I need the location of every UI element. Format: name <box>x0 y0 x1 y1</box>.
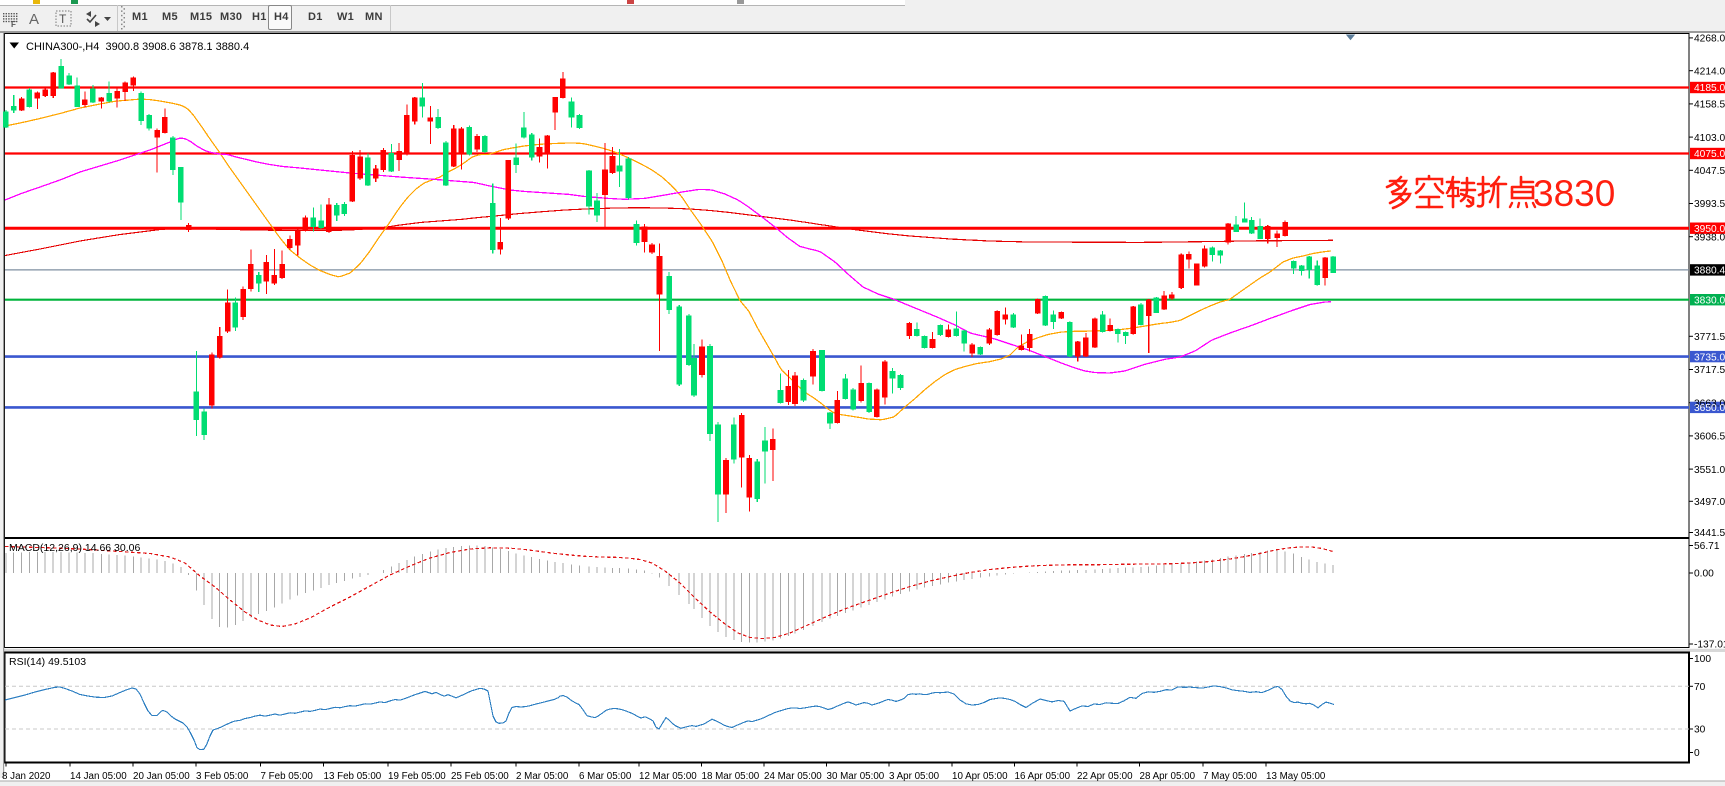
svg-text:10 Apr 05:00: 10 Apr 05:00 <box>952 771 1008 782</box>
svg-text:3606.5: 3606.5 <box>1694 432 1725 443</box>
svg-text:4268.0: 4268.0 <box>1694 34 1725 45</box>
svg-text:-137.01: -137.01 <box>1694 640 1725 651</box>
svg-text:2 Mar 05:00: 2 Mar 05:00 <box>516 771 569 782</box>
svg-text:56.71: 56.71 <box>1694 541 1720 552</box>
svg-text:7 Feb 05:00: 7 Feb 05:00 <box>261 771 314 782</box>
svg-text:22 Apr 05:00: 22 Apr 05:00 <box>1077 771 1133 782</box>
svg-text:3497.0: 3497.0 <box>1694 497 1725 508</box>
svg-text:12 Mar 05:00: 12 Mar 05:00 <box>639 771 697 782</box>
svg-text:A: A <box>29 11 39 28</box>
svg-text:F: F <box>11 20 16 29</box>
svg-text:3993.5: 3993.5 <box>1694 199 1725 210</box>
svg-text:14 Jan 05:00: 14 Jan 05:00 <box>70 771 127 782</box>
svg-text:7 May 05:00: 7 May 05:00 <box>1203 771 1257 782</box>
svg-text:3830.0: 3830.0 <box>1694 295 1725 306</box>
svg-text:100: 100 <box>1694 654 1711 665</box>
svg-text:4185.0: 4185.0 <box>1694 83 1725 94</box>
svg-text:3650.0: 3650.0 <box>1694 403 1725 414</box>
svg-text:3 Feb 05:00: 3 Feb 05:00 <box>196 771 249 782</box>
svg-text:13 Feb 05:00: 13 Feb 05:00 <box>324 771 382 782</box>
svg-text:13 May 05:00: 13 May 05:00 <box>1266 771 1326 782</box>
svg-text:70: 70 <box>1694 682 1706 693</box>
svg-text:3441.5: 3441.5 <box>1694 528 1725 539</box>
svg-text:3551.0: 3551.0 <box>1694 465 1725 476</box>
svg-text:4214.0: 4214.0 <box>1694 66 1725 77</box>
svg-text:4075.0: 4075.0 <box>1694 149 1725 160</box>
svg-text:24 Mar 05:00: 24 Mar 05:00 <box>764 771 822 782</box>
svg-text:0.00: 0.00 <box>1694 569 1714 580</box>
svg-text:CHINA300-,H4 3900.8 3908.6 38: CHINA300-,H4 3900.8 3908.6 3878.1 3880.4 <box>26 41 249 53</box>
svg-text:25 Feb 05:00: 25 Feb 05:00 <box>451 771 509 782</box>
svg-text:3735.0: 3735.0 <box>1694 352 1725 363</box>
svg-text:3880.4: 3880.4 <box>1694 266 1725 277</box>
svg-text:28 Apr 05:00: 28 Apr 05:00 <box>1140 771 1196 782</box>
svg-text:3 Apr 05:00: 3 Apr 05:00 <box>889 771 940 782</box>
svg-text:RSI(14) 49.5103: RSI(14) 49.5103 <box>9 656 86 668</box>
svg-text:16 Apr 05:00: 16 Apr 05:00 <box>1015 771 1071 782</box>
svg-text:18 Mar 05:00: 18 Mar 05:00 <box>702 771 760 782</box>
svg-text:MACD(12,26,9) 14.66 30.06: MACD(12,26,9) 14.66 30.06 <box>9 542 140 554</box>
svg-text:3717.5: 3717.5 <box>1694 365 1725 376</box>
svg-text:4158.5: 4158.5 <box>1694 100 1725 111</box>
svg-text:4103.0: 4103.0 <box>1694 133 1725 144</box>
svg-text:3771.5: 3771.5 <box>1694 332 1725 343</box>
svg-text:4047.5: 4047.5 <box>1694 166 1725 177</box>
svg-text:3950.0: 3950.0 <box>1694 224 1725 235</box>
svg-text:3663.0: 3663.0 <box>1694 398 1725 409</box>
svg-text:T: T <box>59 12 67 26</box>
svg-text:6 Mar 05:00: 6 Mar 05:00 <box>579 771 632 782</box>
svg-text:30: 30 <box>1694 725 1706 736</box>
svg-text:30 Mar 05:00: 30 Mar 05:00 <box>827 771 885 782</box>
svg-text:8 Jan 2020: 8 Jan 2020 <box>2 771 51 782</box>
svg-text:3938.0: 3938.0 <box>1694 232 1725 243</box>
svg-text:19 Feb 05:00: 19 Feb 05:00 <box>388 771 446 782</box>
svg-text:3830: 3830 <box>1533 173 1615 214</box>
svg-text:20 Jan 05:00: 20 Jan 05:00 <box>133 771 190 782</box>
svg-text:0: 0 <box>1694 748 1700 759</box>
